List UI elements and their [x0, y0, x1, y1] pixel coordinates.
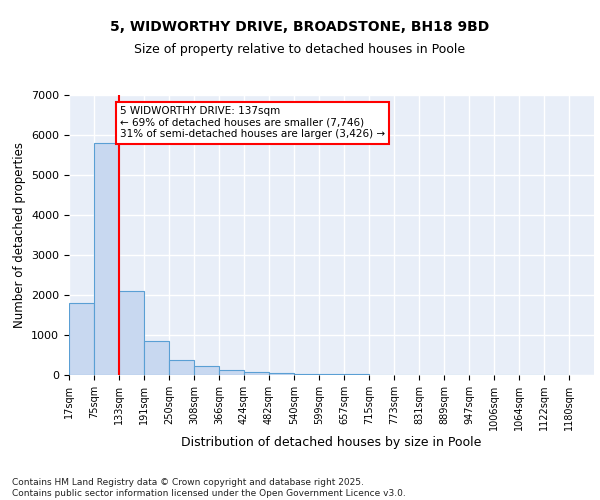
Text: 5 WIDWORTHY DRIVE: 137sqm
← 69% of detached houses are smaller (7,746)
31% of se: 5 WIDWORTHY DRIVE: 137sqm ← 69% of detac…: [120, 106, 385, 140]
Bar: [144, 341, 169, 375]
Bar: [119, 291, 144, 375]
Bar: [294, 374, 319, 375]
Bar: [244, 372, 269, 375]
Text: Size of property relative to detached houses in Poole: Size of property relative to detached ho…: [134, 42, 466, 56]
Bar: [94, 143, 119, 375]
Y-axis label: Number of detached properties: Number of detached properties: [13, 142, 26, 328]
Text: Contains HM Land Registry data © Crown copyright and database right 2025.
Contai: Contains HM Land Registry data © Crown c…: [12, 478, 406, 498]
Bar: [194, 366, 219, 375]
Bar: [344, 374, 369, 375]
X-axis label: Distribution of detached houses by size in Poole: Distribution of detached houses by size …: [181, 436, 482, 449]
Bar: [319, 374, 344, 375]
Text: 5, WIDWORTHY DRIVE, BROADSTONE, BH18 9BD: 5, WIDWORTHY DRIVE, BROADSTONE, BH18 9BD: [110, 20, 490, 34]
Bar: [219, 370, 244, 375]
Bar: [69, 303, 94, 375]
Bar: [269, 373, 294, 375]
Bar: [169, 360, 194, 375]
